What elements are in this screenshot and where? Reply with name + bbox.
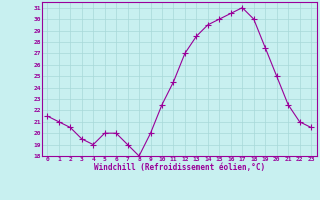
X-axis label: Windchill (Refroidissement éolien,°C): Windchill (Refroidissement éolien,°C) [94, 163, 265, 172]
